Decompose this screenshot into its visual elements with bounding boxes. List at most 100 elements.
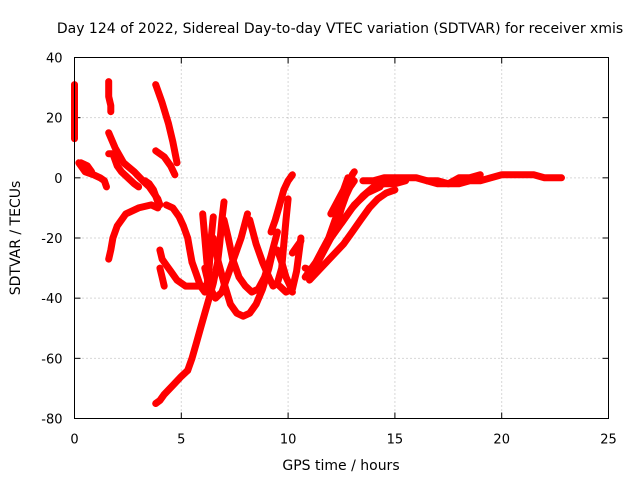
y-tick-label: -80 bbox=[41, 413, 62, 428]
grid-lines bbox=[74, 57, 609, 419]
data-series-arc-25 bbox=[288, 237, 305, 257]
data-point-marker bbox=[165, 120, 172, 127]
data-point-marker bbox=[167, 268, 174, 275]
data-point-marker bbox=[107, 247, 114, 254]
data-point-marker bbox=[383, 189, 390, 196]
data-point-marker bbox=[509, 171, 516, 178]
data-point-marker bbox=[268, 253, 275, 260]
data-point-marker bbox=[101, 177, 108, 184]
data-series-arc-34 bbox=[423, 171, 484, 188]
data-point-marker bbox=[154, 198, 161, 205]
data-point-marker bbox=[306, 268, 313, 275]
data-point-marker bbox=[188, 355, 195, 362]
data-point-marker bbox=[357, 216, 364, 223]
data-point-marker bbox=[477, 177, 484, 184]
data-point-marker bbox=[338, 219, 345, 226]
data-point-marker bbox=[455, 174, 462, 181]
data-series-arc-10 bbox=[152, 147, 179, 179]
data-point-marker bbox=[193, 340, 200, 347]
data-point-marker bbox=[302, 265, 309, 272]
data-point-marker bbox=[381, 174, 388, 181]
data-point-marker bbox=[156, 247, 163, 254]
data-series-arc-6 bbox=[105, 150, 143, 191]
data-point-marker bbox=[315, 268, 322, 275]
data-point-marker bbox=[231, 253, 238, 260]
data-point-marker bbox=[84, 162, 91, 169]
data-series-arc-30 bbox=[327, 174, 352, 218]
series-trace bbox=[423, 171, 484, 188]
data-point-marker bbox=[109, 235, 116, 241]
data-point-marker bbox=[293, 244, 300, 251]
data-point-marker bbox=[240, 313, 247, 320]
data-point-marker bbox=[242, 283, 249, 290]
data-point-marker bbox=[349, 171, 356, 178]
data-point-marker bbox=[152, 192, 159, 199]
data-point-marker bbox=[105, 256, 112, 263]
data-point-marker bbox=[302, 274, 309, 281]
data-point-marker bbox=[161, 283, 168, 290]
chart-title: Day 124 of 2022, Sidereal Day-to-day VTE… bbox=[57, 21, 623, 37]
data-point-marker bbox=[197, 283, 204, 290]
data-point-marker bbox=[221, 216, 228, 223]
data-point-marker bbox=[359, 192, 366, 199]
data-series bbox=[71, 78, 565, 407]
data-point-marker bbox=[156, 265, 163, 272]
data-series-arc-11 bbox=[152, 366, 192, 407]
data-point-marker bbox=[201, 289, 208, 296]
plot-frame bbox=[74, 57, 609, 419]
data-point-marker bbox=[381, 180, 388, 187]
data-point-marker bbox=[289, 250, 296, 257]
data-point-marker bbox=[188, 259, 195, 266]
data-point-marker bbox=[131, 180, 138, 187]
data-point-marker bbox=[122, 210, 129, 217]
data-point-marker bbox=[156, 397, 163, 404]
data-series-arc-8 bbox=[141, 177, 162, 206]
x-tick-label: 15 bbox=[387, 433, 404, 448]
data-point-marker bbox=[97, 174, 104, 181]
data-point-marker bbox=[169, 382, 176, 389]
data-point-marker bbox=[233, 310, 240, 317]
data-series-arc-23 bbox=[267, 171, 296, 236]
data-point-marker bbox=[184, 235, 191, 241]
x-tick-label: 20 bbox=[493, 433, 510, 448]
data-point-marker bbox=[520, 171, 527, 178]
data-point-marker bbox=[206, 295, 213, 302]
x-tick-label: 25 bbox=[600, 433, 617, 448]
series-trace bbox=[327, 174, 352, 218]
data-point-marker bbox=[391, 180, 398, 187]
data-point-marker bbox=[332, 216, 339, 223]
series-trace bbox=[162, 201, 196, 266]
data-point-marker bbox=[161, 391, 168, 398]
data-point-marker bbox=[282, 274, 289, 281]
series-trace bbox=[105, 201, 162, 263]
data-point-marker bbox=[135, 204, 142, 211]
y-tick-label: 0 bbox=[54, 172, 62, 187]
x-tick-label: 5 bbox=[177, 433, 185, 448]
data-point-marker bbox=[488, 174, 495, 181]
data-point-marker bbox=[268, 228, 275, 235]
data-point-marker bbox=[114, 162, 121, 169]
data-point-marker bbox=[366, 204, 373, 211]
data-point-marker bbox=[402, 174, 409, 181]
data-series-arc-7 bbox=[105, 201, 162, 263]
data-series-arc-9 bbox=[152, 81, 181, 167]
series-trace bbox=[246, 195, 292, 290]
data-point-marker bbox=[391, 174, 398, 181]
data-series-arc-31 bbox=[346, 168, 358, 188]
data-point-marker bbox=[274, 228, 281, 235]
x-tick-label: 10 bbox=[280, 433, 297, 448]
data-point-marker bbox=[203, 259, 210, 266]
data-point-marker bbox=[174, 277, 181, 284]
data-point-marker bbox=[282, 216, 289, 223]
data-point-marker bbox=[498, 171, 505, 178]
data-point-marker bbox=[193, 271, 200, 278]
data-point-marker bbox=[109, 150, 116, 157]
data-point-marker bbox=[107, 102, 114, 109]
data-point-marker bbox=[370, 177, 377, 184]
data-point-marker bbox=[280, 186, 287, 193]
data-point-marker bbox=[332, 250, 339, 257]
data-point-marker bbox=[253, 301, 260, 308]
data-point-marker bbox=[327, 210, 334, 217]
data-point-marker bbox=[206, 283, 213, 290]
